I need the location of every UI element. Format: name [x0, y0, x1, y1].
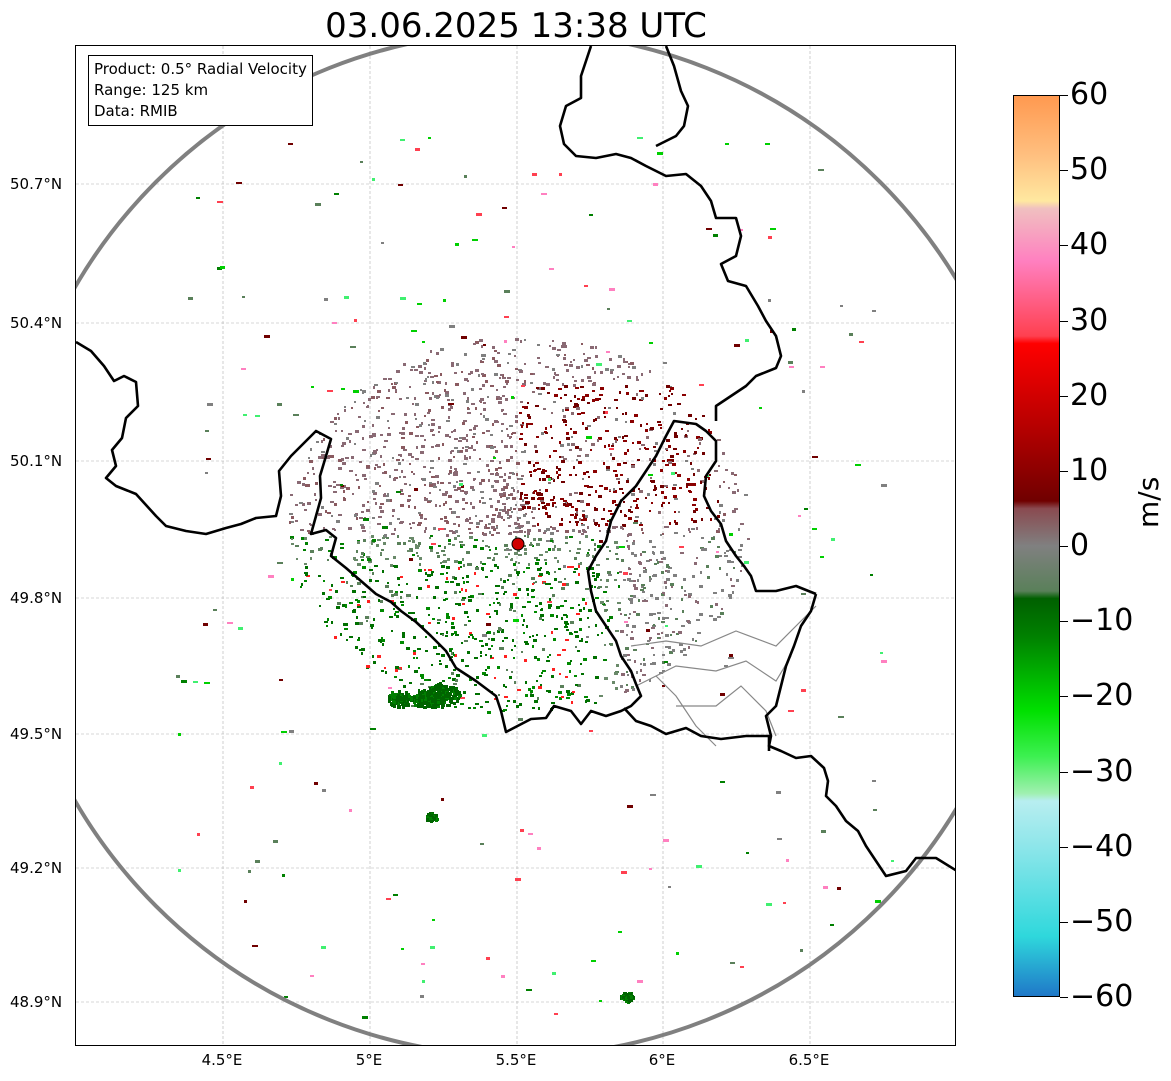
admin-border-2 [635, 655, 792, 687]
colorbar-tick-label: −40 [1070, 828, 1134, 864]
colorbar-tick-label: 50 [1070, 152, 1109, 188]
colorbar-tick-mark [1060, 696, 1068, 698]
admin-border-1 [630, 605, 817, 647]
border-lux-south [623, 707, 771, 751]
border-east [764, 593, 955, 878]
country-borders [76, 46, 955, 878]
colorbar-tick-mark [1060, 846, 1068, 848]
colorbar-tick-mark [1060, 621, 1068, 623]
colorbar [1013, 95, 1060, 997]
lon-label-5: 5°E [355, 1051, 383, 1069]
radar-echoes [176, 137, 894, 1019]
colorbar-tick-label: −10 [1070, 603, 1134, 639]
colorbar-tick-label: −60 [1070, 979, 1134, 1014]
lat-label-48-9: 48.9°N [10, 993, 63, 1011]
colorbar-unit: m/s [1132, 476, 1165, 528]
border-west [76, 340, 817, 734]
colorbar-tick-mark [1060, 771, 1068, 773]
lon-label-5-5: 5.5°E [495, 1051, 537, 1069]
colorbar-tick-label: 0 [1070, 528, 1090, 563]
colorbar-tick-mark [1060, 997, 1068, 998]
colorbar-tick-mark [1060, 395, 1068, 397]
colorbar-tick-mark [1060, 921, 1068, 923]
colorbar-tick-mark [1060, 320, 1068, 322]
colorbar-tick-mark [1060, 470, 1068, 472]
map-title: 03.06.2025 13:38 UTC [325, 6, 707, 46]
lat-label-50-1: 50.1°N [10, 452, 63, 470]
colorbar-tick-mark [1060, 170, 1068, 172]
lon-label-4-5: 4.5°E [201, 1051, 243, 1069]
colorbar-tick-label: −50 [1070, 903, 1134, 939]
colorbar-tick-label: 30 [1070, 302, 1109, 338]
colorbar-tick-label: 60 [1070, 77, 1109, 112]
radar-site-marker [511, 537, 525, 551]
admin-borders [630, 605, 817, 747]
info-product: Product: 0.5° Radial Velocity [94, 60, 307, 78]
colorbar-tick-label: −20 [1070, 678, 1134, 714]
info-range: Range: 125 km [94, 81, 209, 99]
lat-label-49-2: 49.2°N [10, 859, 63, 877]
lon-label-6: 6°E [648, 1051, 676, 1069]
colorbar-tick-mark [1060, 546, 1068, 547]
colorbar-tick-mark [1060, 95, 1068, 96]
radar-map [75, 45, 956, 1046]
lat-label-50-4: 50.4°N [10, 314, 63, 332]
colorbar-tick-label: 40 [1070, 227, 1109, 263]
colorbar-tick-mark [1060, 245, 1068, 247]
lat-label-49-8: 49.8°N [10, 589, 63, 607]
colorbar-tick-label: −30 [1070, 753, 1134, 789]
info-data-source: Data: RMIB [94, 102, 178, 120]
border-north-2 [655, 46, 690, 148]
lon-label-6-5: 6.5°E [788, 1051, 830, 1069]
colorbar-tick-label: 20 [1070, 377, 1109, 413]
admin-border-3 [676, 685, 777, 737]
colorbar-tick-label: 10 [1070, 452, 1109, 488]
border-north [558, 46, 783, 421]
radar-map-canvas [76, 46, 955, 1045]
lat-label-50-7: 50.7°N [10, 175, 63, 193]
lat-label-49-5: 49.5°N [10, 725, 63, 743]
product-info-box: Product: 0.5° Radial Velocity Range: 125… [88, 55, 313, 126]
